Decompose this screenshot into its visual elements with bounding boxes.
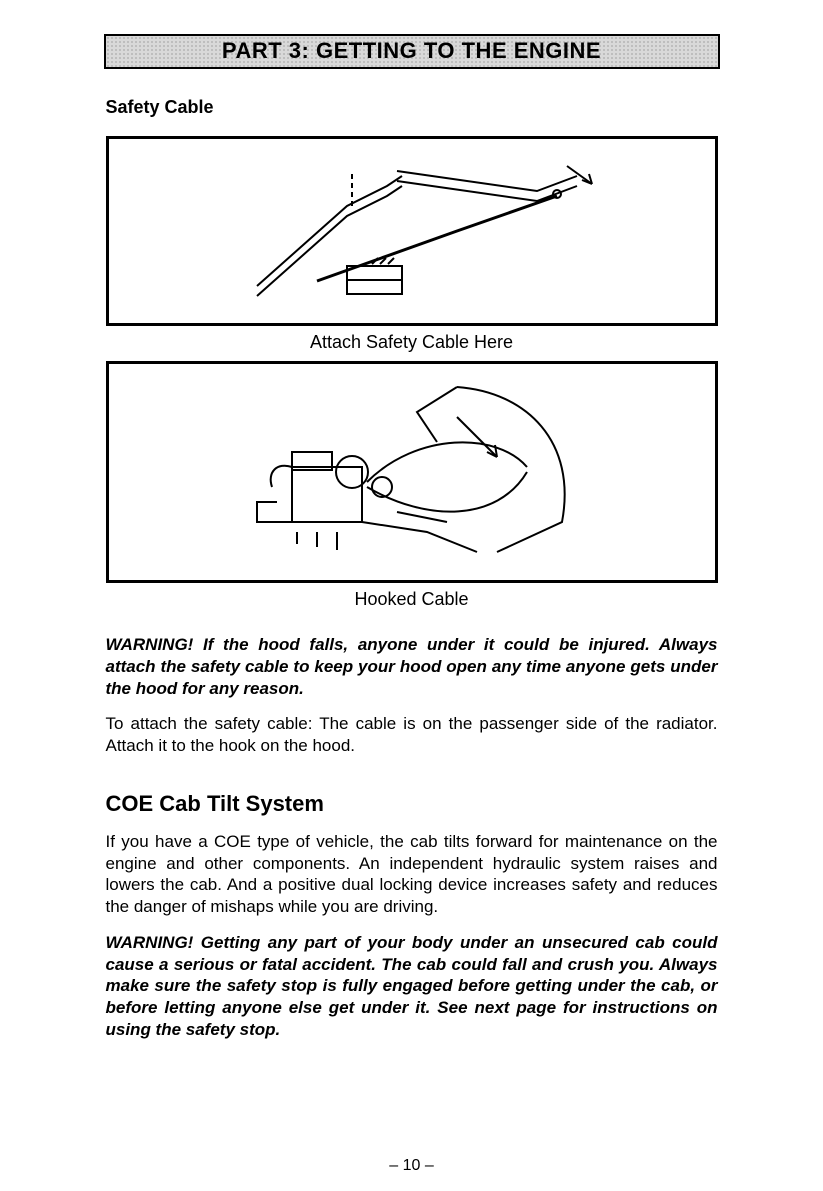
figure-attach-cable (106, 136, 718, 326)
attach-cable-instructions: To attach the safety cable: The cable is… (106, 713, 718, 757)
page-number: – 10 – (0, 1157, 823, 1175)
part-banner: PART 3: GETTING TO THE ENGINE (104, 34, 720, 69)
attach-cable-illustration (197, 146, 627, 316)
figure2-caption: Hooked Cable (106, 589, 718, 610)
figure1-caption: Attach Safety Cable Here (106, 332, 718, 353)
warning-unsecured-cab: WARNING! Getting any part of your body u… (106, 932, 718, 1041)
banner-title: PART 3: GETTING TO THE ENGINE (222, 38, 601, 63)
figure-hooked-cable (106, 361, 718, 583)
hooked-cable-illustration (197, 372, 627, 572)
content-area: Safety Cable (106, 97, 718, 1041)
page: PART 3: GETTING TO THE ENGINE Safety Cab… (0, 0, 823, 1191)
safety-cable-heading: Safety Cable (106, 97, 718, 118)
warning-hood-fall: WARNING! If the hood falls, anyone under… (106, 634, 718, 699)
coe-heading: COE Cab Tilt System (106, 791, 718, 817)
coe-description: If you have a COE type of vehicle, the c… (106, 831, 718, 918)
